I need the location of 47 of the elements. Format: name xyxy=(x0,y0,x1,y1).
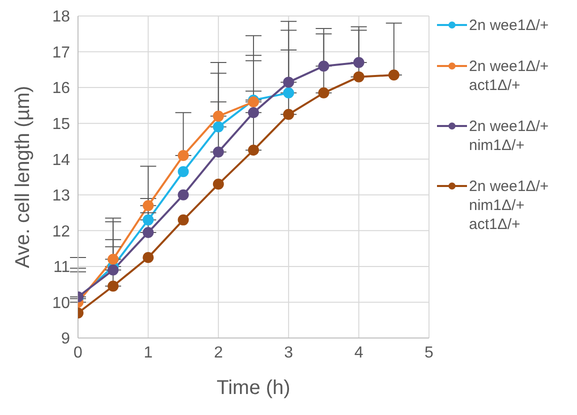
x-tick-label: 2 xyxy=(214,344,223,362)
y-tick-label: 15 xyxy=(52,116,70,134)
point xyxy=(212,121,224,132)
x-tick-label: 1 xyxy=(144,344,153,362)
point xyxy=(142,200,154,212)
point xyxy=(353,71,364,82)
point xyxy=(142,226,154,238)
legend-label: 2n wee1Δ/+ xyxy=(469,16,550,35)
point xyxy=(108,264,119,276)
point xyxy=(142,252,154,263)
y-tick-label: 10 xyxy=(52,294,70,312)
point xyxy=(212,178,224,190)
y-tick-label: 17 xyxy=(52,44,70,62)
legend-label: 2n wee1Δ/+ nim1Δ/+ act1Δ/+ xyxy=(469,177,550,234)
point xyxy=(318,87,330,98)
x-tick-label: 0 xyxy=(74,344,83,362)
y-tick-label: 18 xyxy=(52,8,70,26)
point xyxy=(388,70,400,81)
point xyxy=(283,87,294,98)
y-tick-label: 16 xyxy=(52,80,70,98)
point xyxy=(283,76,294,88)
point xyxy=(108,280,119,292)
x-axis-title: Time (h) xyxy=(216,377,290,399)
x-tick-label: 5 xyxy=(424,344,434,362)
point xyxy=(248,107,259,118)
point xyxy=(283,108,294,120)
y-tick-label: 12 xyxy=(52,223,70,240)
point xyxy=(108,254,119,265)
point xyxy=(248,144,259,156)
point xyxy=(178,150,189,162)
point xyxy=(318,60,330,72)
y-tick-label: 9 xyxy=(61,330,70,348)
point xyxy=(142,214,154,226)
y-tick-label: 13 xyxy=(52,188,70,205)
point xyxy=(353,57,364,68)
legend-label: 2n wee1Δ/+ nim1Δ/+ xyxy=(469,117,550,155)
x-tick-label: 3 xyxy=(284,344,294,362)
y-tick-label: 11 xyxy=(53,259,70,276)
x-tick-label: 4 xyxy=(354,344,364,362)
y-tick-label: 14 xyxy=(52,152,70,169)
point xyxy=(178,214,189,226)
point xyxy=(178,166,189,178)
point xyxy=(212,110,224,122)
point xyxy=(178,189,189,200)
point xyxy=(212,146,224,158)
legend-label: 2n wee1Δ/+ act1Δ/+ xyxy=(469,57,550,95)
y-axis-title: Ave. cell length (µm) xyxy=(12,86,34,268)
